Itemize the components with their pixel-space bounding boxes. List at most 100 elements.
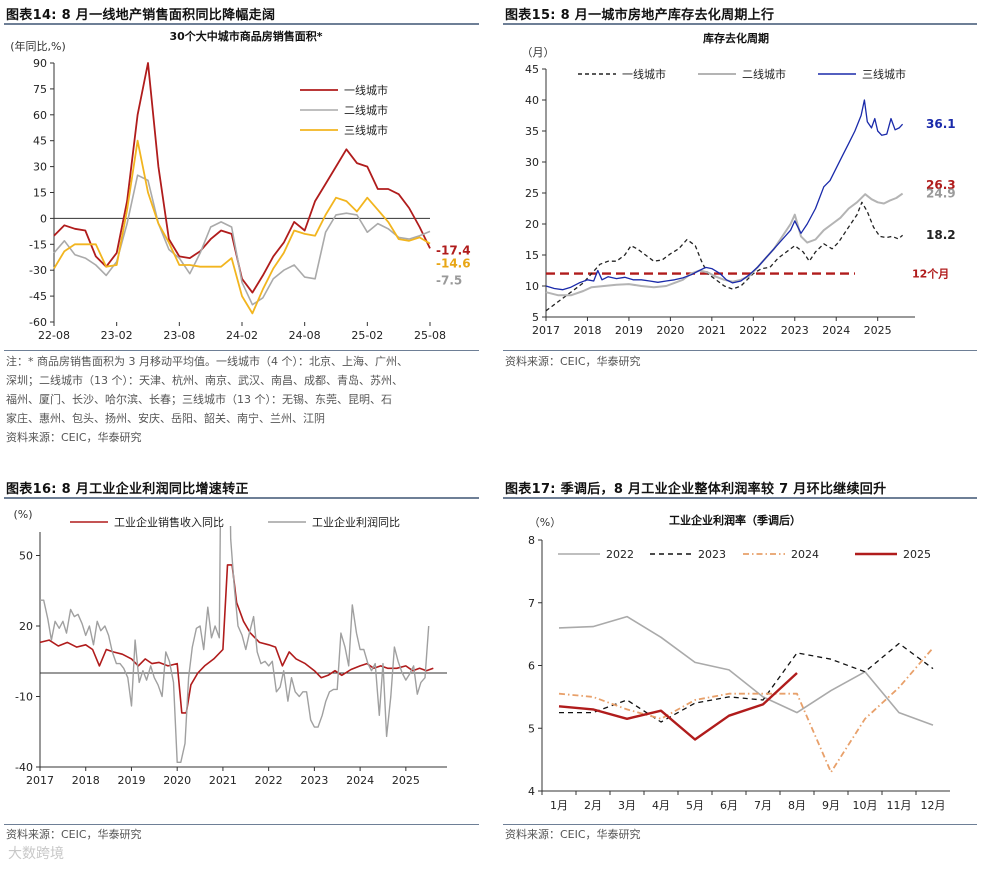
panel17-title: 图表17: 季调后，8 月工业企业整体利润率较 7 月环比继续回升 xyxy=(505,482,887,497)
y-tick-label-35: 35 xyxy=(525,125,539,138)
x-tick-label-9月: 9月 xyxy=(822,799,840,812)
x-tick-label-2024: 2024 xyxy=(346,774,374,787)
y-tick-label-75: 75 xyxy=(33,83,47,96)
y-tick-label-8: 8 xyxy=(528,534,535,547)
chart-industrial-profit: (%) -40 -10 20 50 2017 2018 2019 2020 2021 2022 202… xyxy=(13,508,447,787)
x-tick-label-22-08: 22-08 xyxy=(38,329,70,342)
x-tick-label-2017: 2017 xyxy=(26,774,54,787)
x-tick-label-2018: 2018 xyxy=(573,324,601,337)
series-line-三线城市 xyxy=(53,139,431,315)
legend-label-2025: 2025 xyxy=(903,548,931,561)
y-tick-label-7: 7 xyxy=(528,597,535,610)
panel16-title: 图表16: 8 月工业企业利润同比增速转正 xyxy=(6,482,249,497)
legend-label-一线城市: 一线城市 xyxy=(622,67,666,81)
note-line-3: 福州、厦门、长沙、哈尔滨、长春；三线城市（13 个）：无锡、东莞、昆明、石 xyxy=(6,393,392,406)
series-line-工业企业销售收入同比 xyxy=(39,564,434,714)
series-line-二线城市 xyxy=(53,174,431,306)
x-tick-label-1月: 1月 xyxy=(550,799,568,812)
y-tick-label--45: -45 xyxy=(29,290,47,303)
x-tick-label-25-08: 25-08 xyxy=(414,329,446,342)
y-axis-label: (年同比,%) xyxy=(10,39,66,53)
y-tick-label--15: -15 xyxy=(29,238,47,251)
series-line-2023 xyxy=(559,642,934,723)
y-tick-label-30: 30 xyxy=(33,161,47,174)
panel14-source: 资料来源：CEIC，华泰研究 xyxy=(6,431,142,444)
x-tick-label-2020: 2020 xyxy=(163,774,191,787)
legend-label-工业企业销售收入同比: 工业企业销售收入同比 xyxy=(114,515,224,529)
y-tick-label-25: 25 xyxy=(525,187,539,200)
panel14-title: 图表14: 8 月一线地产销售面积同比降幅走阔 xyxy=(6,8,276,23)
legend-label-三线城市: 三线城市 xyxy=(862,67,906,81)
x-tick-label-4月: 4月 xyxy=(652,799,670,812)
x-tick-label-2022: 2022 xyxy=(739,324,767,337)
y-tick-label--10: -10 xyxy=(15,691,33,704)
series-line-2022 xyxy=(558,615,934,726)
x-tick-label-8月: 8月 xyxy=(788,799,806,812)
panel17-source: 资料来源：CEIC，华泰研究 xyxy=(505,828,641,841)
end-label-26-3: 26.3 xyxy=(926,178,956,192)
legend-label-2023: 2023 xyxy=(698,548,726,561)
y-tick-label-20: 20 xyxy=(525,218,539,231)
x-tick-label-6月: 6月 xyxy=(720,799,738,812)
panel15-source: 资料来源：CEIC，华泰研究 xyxy=(505,355,641,368)
x-tick-label-7月: 7月 xyxy=(754,799,772,812)
y-tick-label-50: 50 xyxy=(19,550,33,563)
x-tick-label-23-08: 23-08 xyxy=(163,329,195,342)
x-tick-label-2月: 2月 xyxy=(584,799,602,812)
y-tick-label-30: 30 xyxy=(525,156,539,169)
panel16-source: 资料来源：CEIC，华泰研究 xyxy=(6,828,142,841)
x-tick-label-2023: 2023 xyxy=(300,774,328,787)
legend-label-工业企业利润同比: 工业企业利润同比 xyxy=(312,515,400,529)
series-line-2024 xyxy=(558,647,934,774)
panel14-bottom-rule xyxy=(4,350,479,351)
series-line-三线城市 xyxy=(545,99,904,291)
y-tick-label-10: 10 xyxy=(525,280,539,293)
y-tick-label--40: -40 xyxy=(15,761,33,774)
y-tick-label-90: 90 xyxy=(33,57,47,70)
end-label-36-1: 36.1 xyxy=(926,117,956,131)
panel15-bottom-rule xyxy=(503,350,977,351)
reference-label: 12个月 xyxy=(912,267,949,281)
x-tick-label-23-02: 23-02 xyxy=(101,329,133,342)
x-tick-label-2025: 2025 xyxy=(392,774,420,787)
y-tick-label-15: 15 xyxy=(525,249,539,262)
x-tick-label-25-02: 25-02 xyxy=(351,329,383,342)
x-tick-label-2024: 2024 xyxy=(822,324,850,337)
series-line-工业企业利润同比 xyxy=(40,526,430,763)
legend-label-三线城市: 三线城市 xyxy=(344,123,388,137)
panel17-bottom-rule xyxy=(503,824,977,825)
end-label--14-6: -14.6 xyxy=(436,257,471,271)
panel16-title-rule xyxy=(4,497,479,499)
chart-title: 30个大中城市商品房销售面积* xyxy=(169,29,322,43)
chart-sales-area: 30个大中城市商品房销售面积* (年同比,%) -60 -45 -30 -15 0 15 30 4… xyxy=(10,29,471,342)
chart-profit-margin: 工业企业利润率（季调后） （%） 4 5 6 7 8 1月 2月 3月 4月 5月 6月 7月 8月 9月 10… xyxy=(528,513,950,812)
x-tick-label-24-08: 24-08 xyxy=(289,329,321,342)
panel17-title-rule xyxy=(503,497,977,499)
panel15-title: 图表15: 8 月一城市房地产库存去化周期上行 xyxy=(505,8,775,23)
x-tick-label-2025: 2025 xyxy=(864,324,892,337)
series-line-一线城市 xyxy=(53,62,431,294)
y-tick-label--30: -30 xyxy=(29,264,47,277)
chart-title: 工业企业利润率（季调后） xyxy=(669,513,801,527)
watermark: 大数跨境 xyxy=(8,846,64,862)
note-line-1: 注：* 商品房销售面积为 3 月移动平均值。一线城市（4 个）：北京、上海、广州… xyxy=(6,355,408,368)
x-tick-label-2019: 2019 xyxy=(117,774,145,787)
y-tick-label-40: 40 xyxy=(525,94,539,107)
series-line-一线城市 xyxy=(545,201,904,312)
x-tick-label-2023: 2023 xyxy=(781,324,809,337)
y-tick-label-0: 0 xyxy=(40,212,47,225)
legend-label-一线城市: 一线城市 xyxy=(344,83,388,97)
x-tick-label-11月: 11月 xyxy=(887,799,912,812)
chart-title: 库存去化周期 xyxy=(703,31,769,45)
panel14-title-rule xyxy=(4,23,479,25)
panel16-bottom-rule xyxy=(4,824,479,825)
legend-label-二线城市: 二线城市 xyxy=(742,67,786,81)
x-tick-label-24-02: 24-02 xyxy=(226,329,258,342)
x-tick-label-12月: 12月 xyxy=(921,799,946,812)
x-tick-label-2017: 2017 xyxy=(532,324,560,337)
y-tick-label-20: 20 xyxy=(19,620,33,633)
panel14-note: 注：* 商品房销售面积为 3 月移动平均值。一线城市（4 个）：北京、上海、广州… xyxy=(6,352,480,447)
y-tick-label-5: 5 xyxy=(528,722,535,735)
legend-label-二线城市: 二线城市 xyxy=(344,103,388,117)
